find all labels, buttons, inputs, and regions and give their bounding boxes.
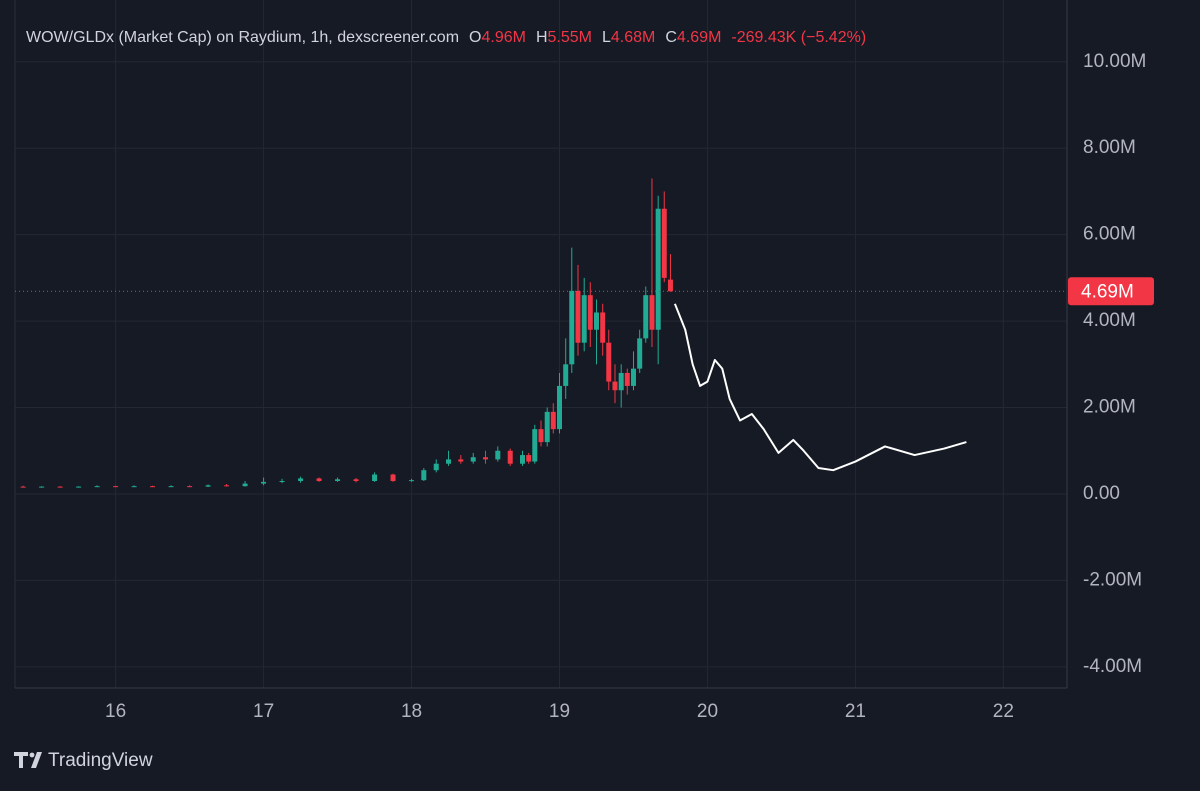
candle-body xyxy=(113,486,119,488)
candle-body xyxy=(433,463,439,471)
candle-body xyxy=(150,486,156,488)
candle-body xyxy=(316,478,322,481)
logo-mark xyxy=(14,752,28,768)
candle-body xyxy=(76,486,82,488)
ohlc-value: 4.69M xyxy=(677,29,721,46)
candle-body xyxy=(168,486,174,488)
candle-body xyxy=(242,483,248,487)
candle-body xyxy=(458,459,464,462)
candle-body xyxy=(372,474,378,481)
candle-body xyxy=(483,457,489,460)
last-price-label: 4.69M xyxy=(1081,281,1134,302)
candle-body xyxy=(643,295,649,339)
y-tick-label: 2.00M xyxy=(1083,397,1136,418)
candle-body xyxy=(556,385,562,430)
chart-title: WOW/GLDx (Market Cap) on Raydium, 1h, de… xyxy=(26,29,866,46)
candle-body xyxy=(335,479,341,481)
candle-body xyxy=(624,372,630,386)
brand: TradingView xyxy=(48,750,153,771)
ohlc-key: C xyxy=(665,29,677,46)
ohlc-key: O xyxy=(469,29,481,46)
candle-body xyxy=(600,312,606,343)
candle-body xyxy=(409,480,415,482)
grid xyxy=(15,0,1067,688)
candle-body xyxy=(606,342,612,382)
candle-body xyxy=(526,455,532,462)
x-tick-label: 18 xyxy=(401,701,422,722)
candle-body xyxy=(39,486,45,488)
ohlc-key: L xyxy=(602,29,611,46)
candle-body xyxy=(544,411,550,443)
candle-body xyxy=(205,485,211,487)
x-tick-label: 17 xyxy=(253,701,274,722)
candle-body xyxy=(538,429,544,443)
candle-body xyxy=(618,372,624,391)
candle-body xyxy=(587,295,593,330)
candle-body xyxy=(57,486,63,488)
y-tick-label: -4.00M xyxy=(1083,656,1142,677)
candle-body xyxy=(507,450,513,464)
candle-body xyxy=(569,290,575,365)
y-tick-label: 10.00M xyxy=(1083,51,1146,72)
candle-body xyxy=(520,455,526,464)
candle-body xyxy=(187,486,193,488)
ohlc-value: 4.96M xyxy=(481,29,525,46)
candle-body xyxy=(495,450,501,460)
logo-slash xyxy=(31,752,42,768)
candle-body xyxy=(390,474,396,481)
projection-line xyxy=(673,303,967,472)
candle-body xyxy=(655,208,661,330)
y-tick-label: 4.00M xyxy=(1083,310,1136,331)
y-tick-label: 8.00M xyxy=(1083,137,1136,158)
x-tick-label: 16 xyxy=(105,701,126,722)
y-tick-label: 0.00 xyxy=(1083,483,1120,504)
candle-body xyxy=(94,486,100,488)
candle-body xyxy=(353,479,359,481)
x-tick-label: 20 xyxy=(697,701,718,722)
ohlc-key: H xyxy=(536,29,548,46)
ohlc-value: 4.68M xyxy=(611,29,655,46)
candle-body xyxy=(298,478,304,481)
candle-body xyxy=(279,480,285,482)
x-tick-label: 19 xyxy=(549,701,570,722)
candle-body xyxy=(637,338,643,369)
y-tick-label: 6.00M xyxy=(1083,224,1136,245)
candle-body xyxy=(667,279,673,292)
change: -269.43K (−5.42%) xyxy=(731,29,866,46)
candle-body xyxy=(575,290,581,343)
candle-body xyxy=(630,368,636,386)
brand-logo xyxy=(14,752,42,768)
candle-body xyxy=(563,364,569,386)
x-tick-label: 21 xyxy=(845,701,866,722)
candle-body xyxy=(421,470,427,481)
candle-body xyxy=(131,486,137,488)
candle-body xyxy=(649,295,655,330)
candle-body xyxy=(446,459,452,464)
candle-body xyxy=(532,429,538,462)
candle-body xyxy=(612,381,618,391)
last-price-box xyxy=(1068,277,1154,306)
x-tick-label: 22 xyxy=(993,701,1014,722)
candle-body xyxy=(261,481,267,484)
ohlc-value: 5.55M xyxy=(548,29,592,46)
title: WOW/GLDx (Market Cap) on Raydium, 1h, de… xyxy=(26,29,459,46)
candle-body xyxy=(593,312,599,330)
logo-dot xyxy=(29,752,35,758)
candle-body xyxy=(661,208,667,278)
y-tick-label: -2.00M xyxy=(1083,569,1142,590)
candle-body xyxy=(550,411,556,430)
candle-body xyxy=(581,295,587,343)
candle-body xyxy=(224,485,230,487)
candle-body xyxy=(20,486,26,488)
candle-body xyxy=(470,457,476,462)
